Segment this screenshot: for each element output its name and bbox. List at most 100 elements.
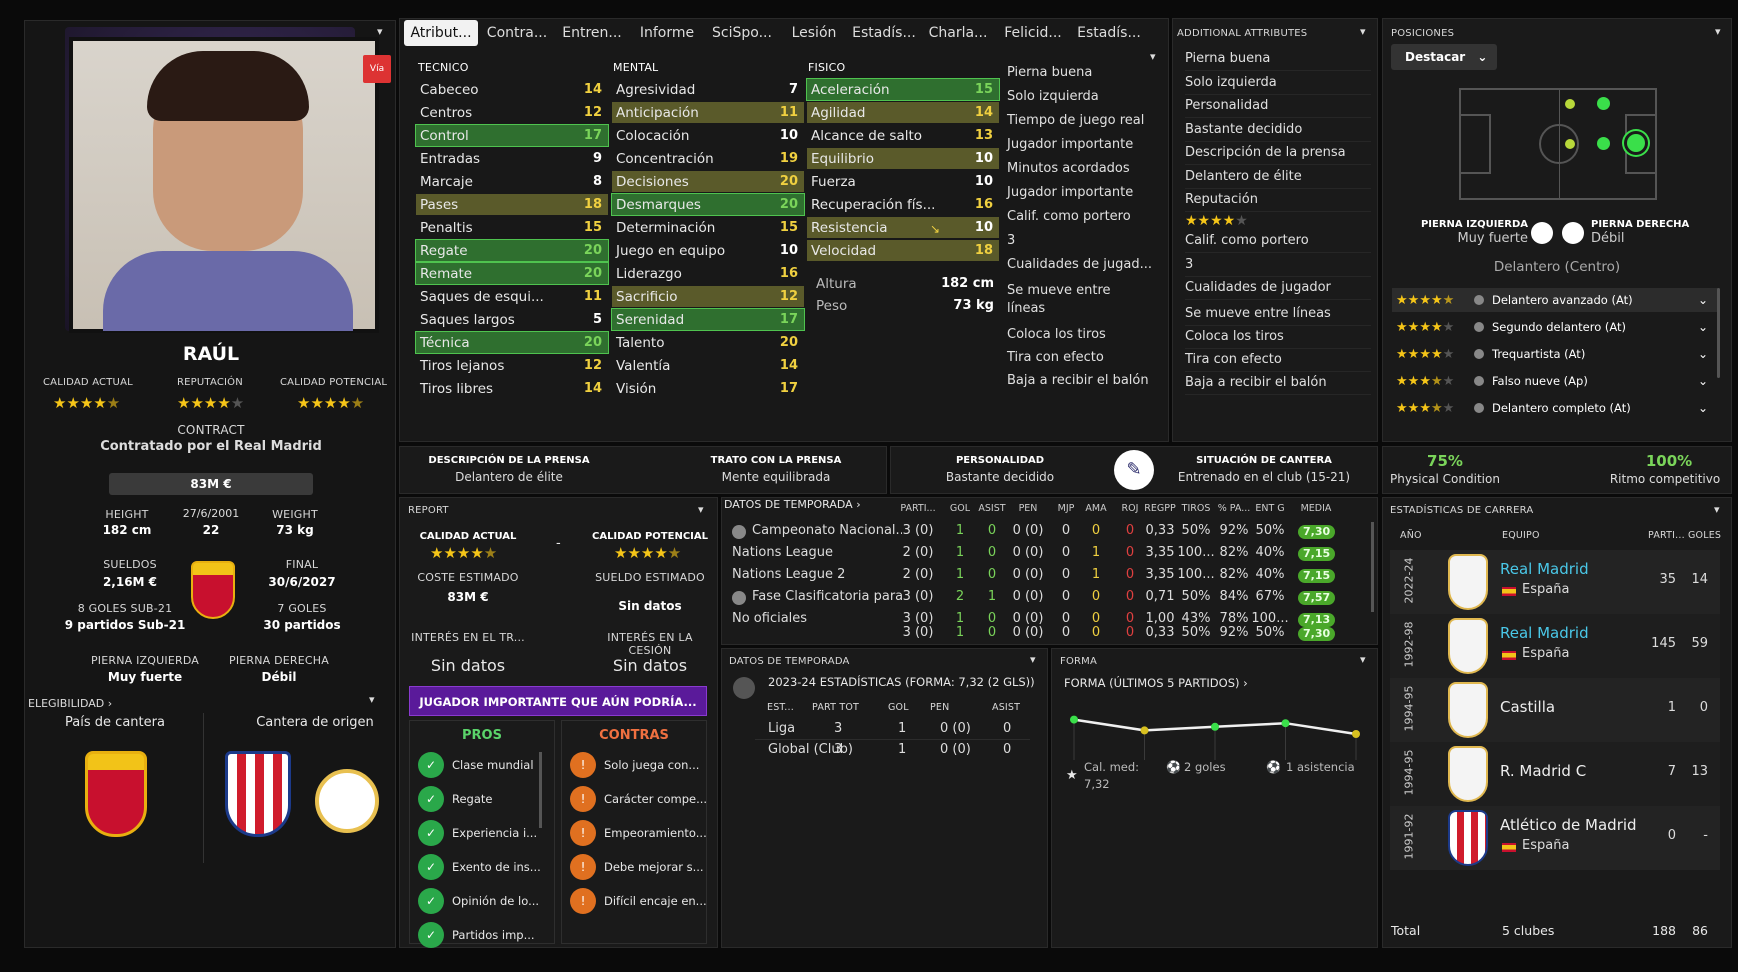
attr-row-mental-0[interactable]: Agresividad 7 (612, 79, 804, 100)
player-value[interactable]: 83M € (109, 473, 313, 495)
con-item[interactable]: ! Carácter compe... (570, 786, 707, 812)
chevron-down-icon[interactable]: ⌄ (1698, 293, 1709, 307)
info-icon[interactable] (1474, 295, 1484, 305)
role-row[interactable]: ★★★★★ Falso nueve (Ap) ⌄ (1392, 369, 1718, 393)
pro-item[interactable]: ✓ Partidos imp... (418, 922, 535, 948)
con-item[interactable]: ! Difícil encaje en... (570, 888, 707, 914)
attr-row-technical-10[interactable]: Saques largos 5 (416, 309, 608, 330)
attr-row-mental-1[interactable]: Anticipación 11 (612, 102, 804, 123)
career-row[interactable]: 1992-98 Real Madrid España 145 59 (1390, 614, 1720, 678)
career-team[interactable]: Real Madrid (1500, 560, 1589, 578)
attr-row-technical-13[interactable]: Tiros libres 14 (416, 378, 608, 399)
tab-happiness[interactable]: Felicid... (1004, 25, 1062, 41)
attr-row-physical-5[interactable]: Recuperación fís... 16 (807, 194, 999, 215)
personality-icon[interactable]: ✎ (1114, 450, 1154, 490)
attr-row-technical-4[interactable]: Marcaje 8 (416, 171, 608, 192)
attr-row-technical-0[interactable]: Cabeceo 14 (416, 79, 608, 100)
season-row[interactable]: No oficiales 3 (0) 1 0 0 (0) 0 0 0 1,00 43% 78% 100… (724, 610, 1374, 630)
tab-stats[interactable]: Estadís... (852, 25, 916, 41)
attr-row-mental-7[interactable]: Juego en equipo 10 (612, 240, 804, 261)
pro-item[interactable]: ✓ Experiencia i... (418, 820, 537, 846)
attr-row-technical-9[interactable]: Saques de esqui... 11 (416, 286, 608, 307)
info-icon[interactable] (1474, 349, 1484, 359)
positions-dropdown-icon[interactable]: ▾ (1715, 25, 1721, 38)
side-list-dropdown-icon[interactable]: ▾ (1150, 50, 1156, 63)
pro-item[interactable]: ✓ Regate (418, 786, 492, 812)
attr-row-mental-4[interactable]: Decisiones 20 (612, 171, 804, 192)
attr-row-physical-4[interactable]: Fuerza 10 (807, 171, 999, 192)
career-row[interactable]: 2022-24 Real Madrid España 35 14 (1390, 550, 1720, 614)
attr-row-physical-0[interactable]: Aceleración 15 (806, 78, 1000, 101)
tab-stats-2[interactable]: Estadís... (1077, 25, 1141, 41)
role-row[interactable]: ★★★★★ Delantero completo (At) ⌄ (1392, 396, 1718, 420)
form-subtitle-link[interactable]: FORMA (ÚLTIMOS 5 PARTIDOS) › (1064, 676, 1248, 690)
form-point[interactable] (1352, 730, 1360, 738)
additional-dropdown-icon[interactable]: ▾ (1360, 25, 1366, 38)
form-point[interactable] (1211, 722, 1219, 731)
chevron-down-icon[interactable]: ⌄ (1698, 374, 1709, 388)
attr-row-mental-9[interactable]: Sacrificio 12 (612, 286, 804, 307)
chevron-down-icon[interactable]: ⌄ (1698, 347, 1709, 361)
season2-dropdown-icon[interactable]: ▾ (1030, 653, 1036, 666)
season2-row[interactable]: Liga 3 1 0 (0) 0 (755, 720, 1030, 740)
attr-row-technical-2[interactable]: Control 17 (415, 124, 609, 147)
tab-training[interactable]: Entren... (562, 25, 622, 41)
attr-row-mental-10[interactable]: Serenidad 17 (611, 308, 805, 331)
pro-item[interactable]: ✓ Exento de ins... (418, 854, 541, 880)
attr-row-mental-8[interactable]: Liderazgo 16 (612, 263, 804, 284)
tab-attributes[interactable]: Atribut... (404, 20, 478, 46)
role-row[interactable]: ★★★★★ Segundo delantero (At) ⌄ (1392, 315, 1718, 339)
attr-row-technical-3[interactable]: Entradas 9 (416, 148, 608, 169)
profile-dropdown-icon[interactable]: ▾ (377, 25, 383, 38)
eligibility-link[interactable]: ELEGIBILIDAD › (28, 697, 112, 710)
career-row[interactable]: 1991-92 Atlético de Madrid España 0 - (1390, 806, 1720, 870)
career-team[interactable]: Atlético de Madrid (1500, 816, 1637, 834)
career-row[interactable]: 1994-95 Castilla 1 0 (1390, 678, 1720, 742)
tab-report[interactable]: Informe (639, 25, 695, 41)
attr-row-mental-6[interactable]: Determinación 15 (612, 217, 804, 238)
form-point[interactable] (1281, 719, 1290, 728)
attr-row-physical-6[interactable]: Resistencia 10 (807, 217, 999, 238)
career-team[interactable]: R. Madrid C (1500, 762, 1587, 780)
chevron-down-icon[interactable]: ⌄ (1698, 401, 1709, 415)
role-row[interactable]: ★★★★★ Delantero avanzado (At) ⌄ (1392, 288, 1718, 312)
real-madrid-crest-icon[interactable] (315, 769, 379, 833)
attr-row-technical-8[interactable]: Remate 20 (415, 262, 609, 285)
player-photo[interactable] (69, 37, 379, 333)
season-row[interactable]: Fase Clasificatoria para... 3 (0) 2 1 0 (0) 0… (724, 588, 1374, 608)
season-title-link[interactable]: DATOS DE TEMPORADA › (724, 498, 861, 511)
eligibility-dropdown-icon[interactable]: ▾ (369, 693, 375, 706)
attr-row-mental-3[interactable]: Concentración 19 (612, 148, 804, 169)
attr-row-physical-3[interactable]: Equilibrio 10 (807, 148, 999, 169)
attr-row-technical-1[interactable]: Centros 12 (416, 102, 608, 123)
attr-row-mental-5[interactable]: Desmarques 20 (611, 193, 805, 216)
attr-row-mental-12[interactable]: Valentía 14 (612, 355, 804, 376)
season-row[interactable]: Campeonato Nacional... 3 (0) 1 0 0 (0) 0 0 0 0,3… (724, 522, 1374, 542)
attr-row-technical-6[interactable]: Penaltis 15 (416, 217, 608, 238)
highlight-button[interactable]: Destacar ⌄ (1391, 44, 1497, 70)
attr-row-technical-11[interactable]: Técnica 20 (415, 331, 609, 354)
attr-row-mental-2[interactable]: Colocación 10 (612, 125, 804, 146)
attr-row-mental-11[interactable]: Talento 20 (612, 332, 804, 353)
attr-row-physical-1[interactable]: Agilidad 14 (807, 102, 999, 123)
season-scrollbar[interactable] (1371, 522, 1374, 612)
roles-scrollbar[interactable] (1717, 288, 1720, 378)
pro-item[interactable]: ✓ Opinión de lo... (418, 888, 539, 914)
photo-badge[interactable]: Vía (363, 55, 391, 83)
report-dropdown-icon[interactable]: ▾ (698, 503, 704, 516)
attr-row-technical-12[interactable]: Tiros lejanos 12 (416, 355, 608, 376)
attr-row-technical-5[interactable]: Pases 18 (416, 194, 608, 215)
tab-scisports[interactable]: SciSpo... (712, 25, 772, 41)
attr-row-technical-7[interactable]: Regate 20 (415, 239, 609, 262)
form-point[interactable] (1070, 715, 1078, 724)
attr-row-physical-2[interactable]: Alcance de salto 13 (807, 125, 999, 146)
season-row[interactable]: Nations League 2 (0) 1 0 0 (0) 0 1 0 3,35 100... 8… (724, 544, 1374, 564)
info-icon[interactable] (1474, 376, 1484, 386)
attr-row-mental-13[interactable]: Visión 17 (612, 378, 804, 399)
atletico-crest-icon[interactable] (225, 751, 291, 837)
tab-injury[interactable]: Lesión (791, 25, 837, 41)
season2-row[interactable]: Global (Club) 3 1 0 (0) 0 (755, 741, 1030, 761)
form-point[interactable] (1140, 726, 1149, 735)
season-row[interactable]: Nations League 2 2 (0) 1 0 0 (0) 0 1 0 3,35 100..… (724, 566, 1374, 586)
con-item[interactable]: ! Solo juega con... (570, 752, 699, 778)
